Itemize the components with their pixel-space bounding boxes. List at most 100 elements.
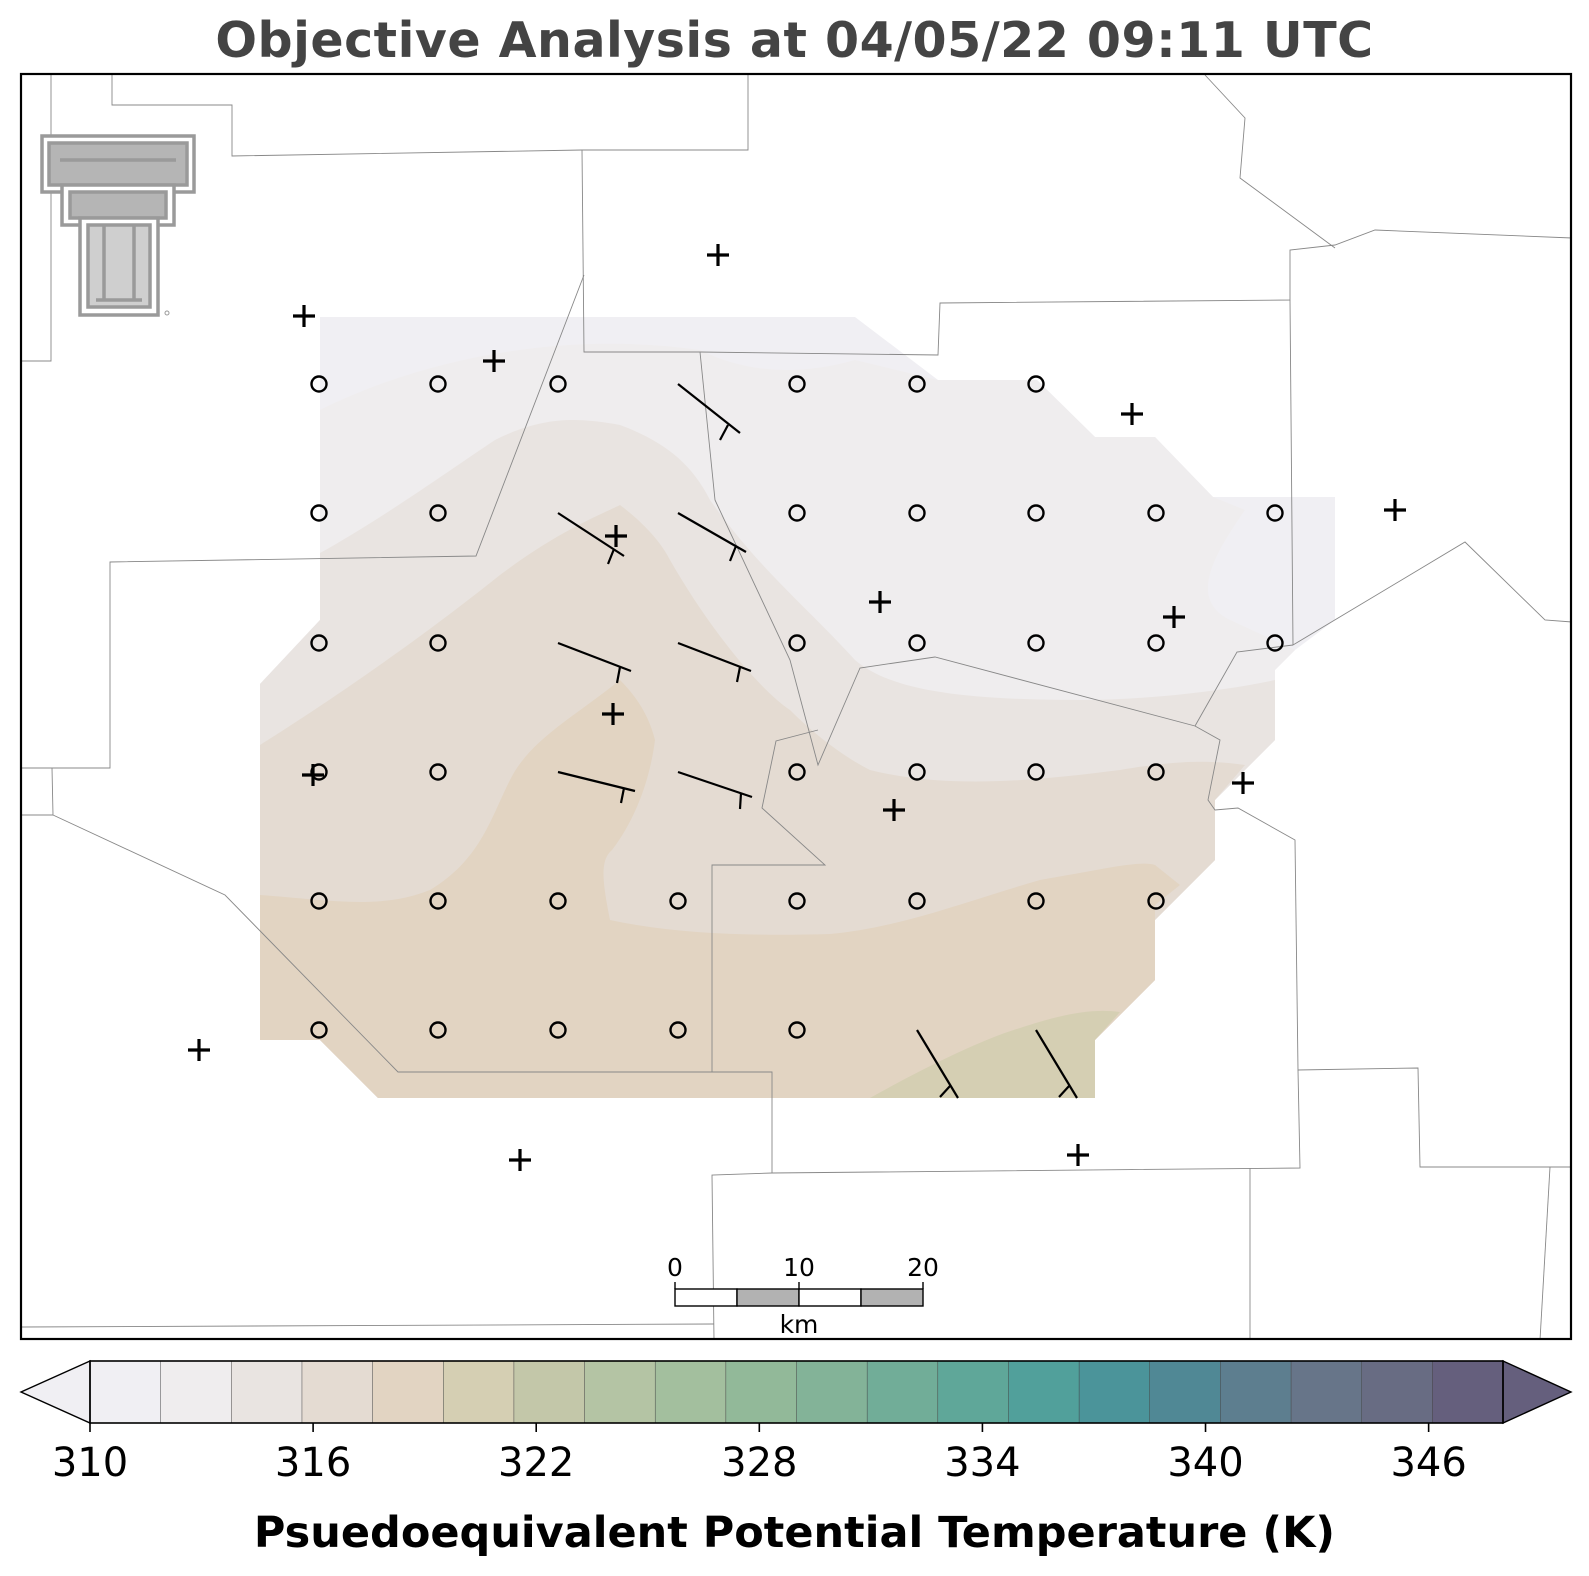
map-frame — [19, 72, 1573, 1341]
colorbar-tick-label: 310 — [52, 1440, 128, 1486]
wind-barb — [677, 641, 752, 683]
colorbar-segment — [725, 1360, 798, 1424]
colorbar-segment — [654, 1360, 727, 1424]
calm-marker — [1147, 763, 1165, 781]
calm-marker — [669, 1021, 687, 1039]
station-marker — [883, 799, 905, 821]
colorbar-segment — [1149, 1360, 1222, 1424]
wind-barbs — [557, 383, 1078, 1099]
station-marker — [707, 244, 729, 266]
calm-marker — [788, 634, 806, 652]
calm-marker — [310, 504, 328, 522]
station-marker — [1121, 403, 1143, 425]
calm-marker — [788, 763, 806, 781]
wind-barb — [677, 770, 753, 810]
station-marker — [1067, 1144, 1089, 1166]
colorbar-segment — [796, 1360, 868, 1424]
calm-marker — [1266, 634, 1284, 652]
colorbar-segment — [301, 1360, 374, 1424]
calm-marker — [1266, 504, 1284, 522]
station-marker — [602, 703, 624, 725]
colorbar-segment — [1432, 1360, 1504, 1424]
map-title: Objective Analysis at 04/05/22 09:11 UTC — [215, 12, 1374, 69]
station-markers — [188, 244, 1406, 1171]
calm-marker — [669, 892, 687, 910]
scale-unit: km — [780, 1310, 819, 1339]
station-marker — [509, 1149, 531, 1171]
wind-barb — [557, 512, 625, 565]
calm-marker — [908, 375, 926, 393]
calm-marker — [788, 1021, 806, 1039]
calm-marker — [310, 892, 328, 910]
calm-marker — [788, 892, 806, 910]
calm-marker — [908, 763, 926, 781]
colorbar-tick-label: 322 — [498, 1440, 574, 1486]
colorbar-tick-label: 340 — [1167, 1440, 1243, 1486]
station-marker — [605, 525, 627, 547]
calm-marker — [1027, 892, 1045, 910]
contour-band-320 — [870, 1010, 1120, 1098]
colorbar-label: Psuedoequivalent Potential Temperature (… — [253, 1508, 1336, 1558]
scale-label-0: 0 — [667, 1253, 683, 1282]
colorbar-tick-label: 346 — [1390, 1440, 1466, 1486]
calm-marker — [549, 892, 567, 910]
calm-marker — [310, 1021, 328, 1039]
colorbar-tick-label: 328 — [721, 1440, 797, 1486]
calm-marker — [788, 504, 806, 522]
colorbar-segment — [584, 1360, 656, 1424]
colorbar-segment — [866, 1360, 939, 1424]
scale-label-10: 10 — [783, 1253, 815, 1282]
scale-label-20: 20 — [907, 1253, 939, 1282]
calm-marker — [1027, 504, 1045, 522]
calm-marker — [1147, 892, 1165, 910]
calm-marker — [429, 504, 447, 522]
station-marker — [483, 350, 505, 372]
calm-marker — [429, 763, 447, 781]
calm-wind-markers — [310, 375, 1284, 1039]
calm-marker — [1027, 763, 1045, 781]
calm-marker — [310, 763, 328, 781]
calm-marker — [1027, 375, 1045, 393]
calm-marker — [908, 504, 926, 522]
colorbar-segment — [1290, 1360, 1363, 1424]
colorbar-segment — [1361, 1360, 1434, 1424]
calm-marker — [429, 375, 447, 393]
station-marker — [1163, 606, 1185, 628]
colorbar-segment — [513, 1360, 586, 1424]
station-marker — [1232, 772, 1254, 794]
texas-tech-double-t-logo — [40, 134, 196, 317]
calm-marker — [310, 634, 328, 652]
calm-marker — [429, 634, 447, 652]
wind-barb — [916, 1029, 959, 1099]
colorbar-segment — [372, 1360, 445, 1424]
calm-marker — [310, 375, 328, 393]
colorbar-tick-label: 316 — [275, 1440, 351, 1486]
wind-barb — [677, 512, 747, 562]
calm-marker — [1027, 634, 1045, 652]
county-boundaries — [21, 74, 1573, 1341]
wind-barb — [677, 383, 741, 441]
calm-marker — [908, 892, 926, 910]
calm-marker — [429, 892, 447, 910]
analysis-fill — [260, 317, 1335, 1099]
calm-marker — [1147, 634, 1165, 652]
calm-marker — [1147, 504, 1165, 522]
scale-bar: 0 10 20 km — [667, 1253, 939, 1339]
wind-barb — [557, 770, 636, 804]
colorbar-segment — [160, 1360, 233, 1424]
colorbar-tick-label: 334 — [944, 1440, 1020, 1486]
colorbar: 310 316 322 328 334 340 346 — [19, 1359, 1573, 1486]
station-marker — [1384, 499, 1406, 521]
station-marker — [293, 305, 315, 327]
colorbar-segment — [1220, 1360, 1292, 1424]
wind-barb — [557, 641, 632, 684]
colorbar-segment — [1008, 1360, 1080, 1424]
colorbar-extend-low — [19, 1359, 91, 1425]
station-marker — [188, 1039, 210, 1061]
station-marker — [869, 591, 891, 613]
colorbar-segment — [89, 1360, 162, 1424]
wind-barb — [1035, 1029, 1078, 1099]
colorbar-extend-high — [1502, 1359, 1573, 1425]
colorbar-segment — [937, 1360, 1010, 1424]
calm-marker — [549, 375, 567, 393]
